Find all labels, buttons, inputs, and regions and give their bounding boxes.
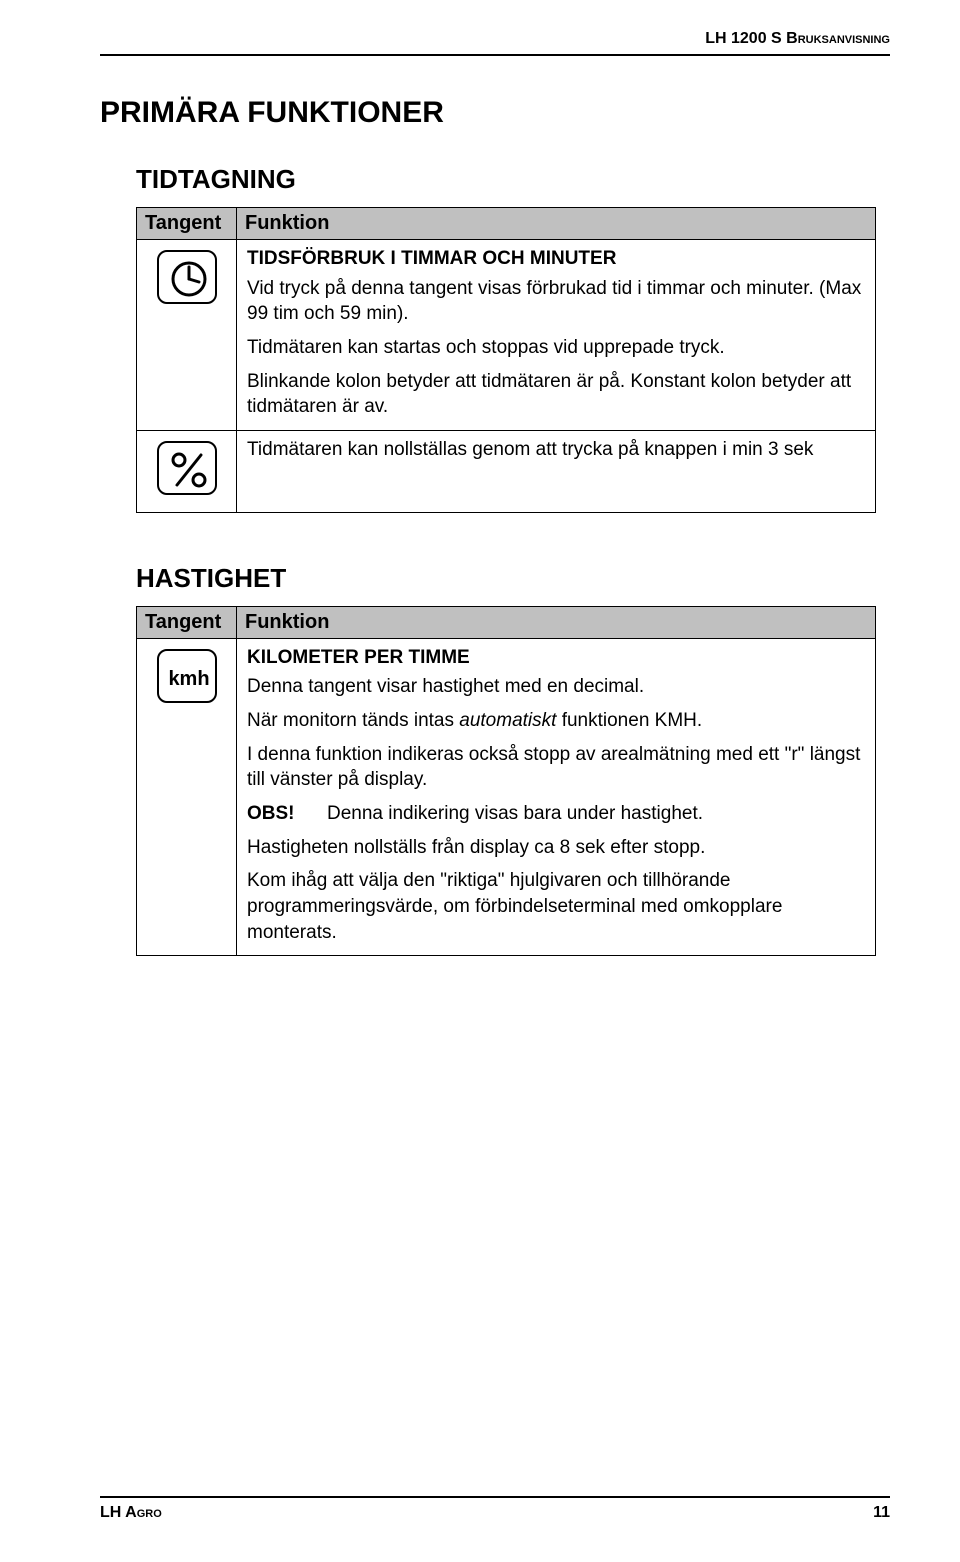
paragraph: Hastigheten nollställs från display ca 8… <box>247 835 865 861</box>
page-footer: LH Agro 11 <box>100 1496 890 1522</box>
cell-icon-percent <box>137 430 237 512</box>
section-tidtagning-title: TIDTAGNING <box>136 164 890 195</box>
cell-content: KILOMETER PER TIMME Denna tangent visar … <box>237 638 876 955</box>
col-tangent: Tangent <box>137 606 237 638</box>
table-tidtagning: Tangent Funktion TIDSFÖRBRUK I TIMMAR OC… <box>136 207 876 513</box>
cell-content: TIDSFÖRBRUK I TIMMAR OCH MINUTER Vid try… <box>237 240 876 431</box>
col-funktion: Funktion <box>237 606 876 638</box>
obs-text: Denna indikering visas bara under hastig… <box>327 803 703 824</box>
obs-label: OBS! <box>247 801 327 827</box>
table-row: kmh KILOMETER PER TIMME Denna tangent vi… <box>137 638 876 955</box>
table-row: Tidmätaren kan nollställas genom att try… <box>137 430 876 512</box>
footer-page-number: 11 <box>873 1504 890 1522</box>
table-header-row: Tangent Funktion <box>137 606 876 638</box>
paragraph: Vid tryck på denna tangent visas förbruk… <box>247 276 865 327</box>
paragraph: Blinkande kolon betyder att tidmätaren ä… <box>247 369 865 420</box>
footer-left: LH Agro <box>100 1504 162 1522</box>
paragraph: Tidmätaren kan nollställas genom att try… <box>247 437 865 463</box>
svg-text:kmh: kmh <box>168 668 209 690</box>
table-row: TIDSFÖRBRUK I TIMMAR OCH MINUTER Vid try… <box>137 240 876 431</box>
paragraph: Tidmätaren kan startas och stoppas vid u… <box>247 335 865 361</box>
cell-icon-kmh: kmh <box>137 638 237 955</box>
percent-icon <box>157 441 217 495</box>
cell-content: Tidmätaren kan nollställas genom att try… <box>237 430 876 512</box>
paragraph: I denna funktion indikeras också stopp a… <box>247 742 865 793</box>
paragraph: Denna tangent visar hastighet med en dec… <box>247 674 865 700</box>
row-title: TIDSFÖRBRUK I TIMMAR OCH MINUTER <box>247 246 865 272</box>
col-tangent: Tangent <box>137 208 237 240</box>
footer-rule <box>100 1496 890 1498</box>
paragraph: När monitorn tänds intas automatiskt fun… <box>247 708 865 734</box>
col-funktion: Funktion <box>237 208 876 240</box>
page-title: PRIMÄRA FUNKTIONER <box>100 96 890 130</box>
doc-header: LH 1200 S Bruksanvisning <box>100 30 890 48</box>
header-rule <box>100 54 890 56</box>
row-title: KILOMETER PER TIMME <box>247 645 865 671</box>
cell-icon-clock <box>137 240 237 431</box>
paragraph: Kom ihåg att välja den "riktiga" hjulgiv… <box>247 868 865 945</box>
kmh-icon: kmh <box>157 649 217 703</box>
section-hastighet-title: HASTIGHET <box>136 563 890 594</box>
table-hastighet: Tangent Funktion kmh KILOMETER PER TIMME… <box>136 606 876 956</box>
obs-line: OBS!Denna indikering visas bara under ha… <box>247 801 865 827</box>
table-header-row: Tangent Funktion <box>137 208 876 240</box>
clock-icon <box>157 250 217 304</box>
